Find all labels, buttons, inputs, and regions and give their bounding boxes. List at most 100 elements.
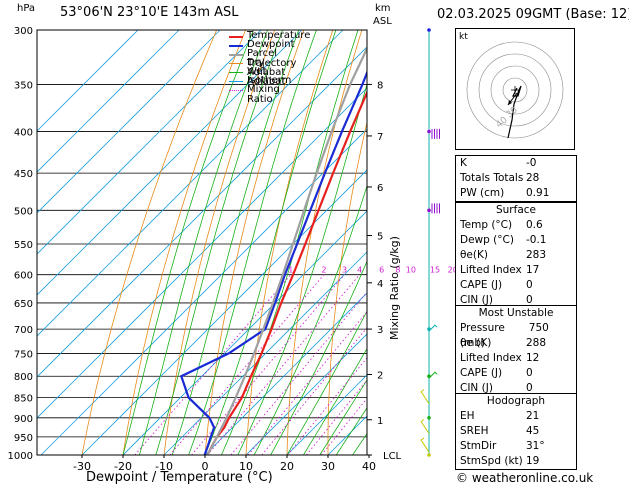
dry-adiabat-line (245, 30, 334, 455)
isotherm-line (204, 292, 367, 455)
hodograph-title: Hodograph (486, 395, 546, 407)
storm-motion-arrowhead (508, 100, 512, 105)
series-temperature (206, 89, 367, 455)
temp-tick-label: 40 (362, 460, 376, 473)
legend-dry-adiabat: Dry Adiabat (229, 58, 285, 78)
height-tick-label: 6 (377, 183, 383, 194)
temp-tick-label: -20 (114, 460, 132, 473)
unstable-row: CAPE (J) 0 (460, 367, 533, 379)
index-row: K -0 (460, 157, 537, 169)
hodograph: kt 40 30 (455, 28, 575, 150)
temp-tick-label: -10 (155, 460, 173, 473)
hodograph-ring (478, 53, 552, 127)
wet-adiabat-line (270, 260, 367, 455)
pressure-tick-label: 700 (14, 325, 33, 336)
mixing-ratio-label: 6 (379, 266, 384, 275)
footer-credit[interactable]: © weatheronline.co.uk (456, 471, 594, 485)
mixing-ratio-line (169, 274, 325, 455)
hodograph-trace (507, 85, 522, 139)
height-tick-label: 2 (377, 370, 383, 381)
legend-mixing-ratio: Mixing Ratio (229, 85, 280, 105)
isotherm-line (37, 30, 344, 337)
hodograph-row: StmDir 31° (460, 440, 545, 452)
isotherm-line (37, 30, 221, 214)
isotherm-line (245, 333, 367, 455)
dry-adiabat-line (407, 30, 449, 455)
mixing-ratio-line (230, 291, 367, 455)
height-tick-label: 4 (377, 279, 383, 290)
wet-adiabat-line (237, 82, 367, 455)
indices-panel: K -0 Totals Totals 28 PW (cm) 0.91 (455, 155, 577, 202)
wind-barb (420, 419, 430, 434)
index-row: PW (cm) 0.91 (460, 187, 550, 199)
height-tick-label: 1 (377, 416, 383, 427)
surface-panel: Surface Temp (°C) 0.6 Dewp (°C) -0.1 θe(K)… (455, 202, 577, 309)
surface-row: Lifted Index 17 (460, 264, 540, 276)
isotherm-line (40, 128, 367, 455)
temp-tick-label: 20 (280, 460, 294, 473)
pressure-tick-label: 550 (14, 240, 33, 251)
wind-level-dot (427, 416, 431, 420)
pressure-tick-label: 750 (14, 349, 33, 360)
pressure-tick-label: 900 (14, 414, 33, 425)
pressure-tick-label: 850 (14, 394, 33, 405)
index-row: Totals Totals 28 (460, 172, 540, 184)
temp-tick-label: 0 (202, 460, 209, 473)
mixing-ratio-label: 3 (342, 266, 347, 275)
pressure-tick-label: 350 (14, 80, 33, 91)
chart-title: 53°06'N 23°10'E 143m ASL (60, 5, 239, 20)
wet-adiabat-line (171, 30, 300, 455)
mixing-ratio-label: 10 (406, 266, 416, 275)
dry-adiabat-line (163, 30, 276, 455)
legend-temperature: Temperature (229, 31, 310, 41)
pressure-tick-label: 800 (14, 372, 33, 383)
wind-barb (420, 389, 430, 404)
wet-adiabat-line (335, 407, 367, 455)
mixing-ratio-label: 8 (395, 266, 400, 275)
wet-adiabat-line (303, 347, 367, 455)
temp-tick-label: -30 (73, 460, 91, 473)
mixing-ratio-label: 1 (288, 266, 293, 275)
mixing-ratio-line (247, 311, 367, 455)
temp-tick-label: 10 (239, 460, 253, 473)
wind-level-dot (427, 129, 431, 134)
wind-barb (428, 324, 438, 332)
legend-dewpoint: Dewpoint (229, 40, 295, 50)
hodograph-ring (490, 65, 540, 115)
height-unit: km (375, 3, 391, 14)
surface-row: Dewp (°C) -0.1 (460, 234, 547, 246)
isotherm-line (163, 251, 367, 455)
dry-adiabat-line (327, 120, 367, 455)
wind-barb (428, 371, 438, 379)
mixing-ratio-line (261, 327, 367, 455)
surface-row: θe(K) 283 (460, 249, 547, 261)
wind-level-dot (427, 208, 431, 213)
hodograph-ring (466, 41, 564, 139)
most-unstable-panel: Most Unstable Pressure (mb) 750 θe (K) 288… (455, 305, 577, 397)
mixing-ratio-label: 4 (357, 266, 362, 275)
surface-title: Surface (495, 204, 536, 216)
dry-adiabat-line (122, 30, 246, 455)
pressure-tick-label: 650 (14, 299, 33, 310)
dry-adiabat-line (204, 30, 305, 455)
height-tick-label: LCL (383, 451, 402, 462)
isotherm-line (37, 30, 180, 173)
isotherm-line (37, 30, 262, 255)
dry-adiabat-line (617, 30, 629, 455)
wind-barb (420, 437, 430, 453)
surface-row: CIN (J) 0 (460, 294, 533, 306)
mixing-ratio-label: 2 (321, 266, 326, 275)
unstable-row: Pressure (mb) 750 (460, 322, 549, 349)
dry-adiabat-line (584, 30, 615, 455)
wet-adiabat-line (319, 379, 367, 455)
series-dewpoint (179, 69, 367, 455)
wind-level-dot (427, 453, 431, 457)
wet-adiabat-line (253, 184, 367, 455)
pressure-tick-label: 450 (14, 169, 33, 180)
pressure-tick-label: 600 (14, 271, 33, 282)
height-tick-label: 5 (377, 232, 383, 243)
date-label: 02.03.2025 09GMT (Base: 12) (437, 7, 629, 22)
x-axis-label: Dewpoint / Temperature (°C) (86, 470, 273, 485)
unstable-row: θe (K) 288 (460, 337, 547, 349)
